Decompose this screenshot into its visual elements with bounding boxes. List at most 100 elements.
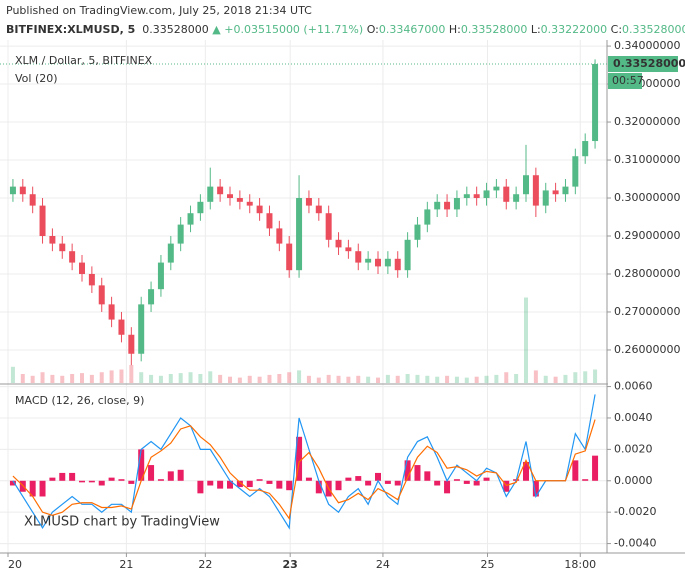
volume-bar bbox=[178, 373, 183, 383]
histogram-bar bbox=[59, 472, 66, 481]
low-label: L: bbox=[530, 23, 541, 36]
candle-body bbox=[187, 213, 194, 225]
volume-bar bbox=[257, 376, 262, 383]
volume-bar bbox=[30, 375, 35, 383]
volume-bar bbox=[326, 374, 331, 383]
candle-body bbox=[562, 186, 569, 195]
volume-bar bbox=[573, 372, 578, 383]
y-tick-label: 0.26000000 bbox=[614, 343, 680, 356]
candle-body bbox=[167, 243, 174, 263]
open-value: 0.33467000 bbox=[378, 23, 446, 36]
volume-bar bbox=[474, 376, 479, 383]
candle-body bbox=[394, 258, 401, 271]
candle-body bbox=[345, 247, 352, 252]
volume-bar bbox=[149, 374, 154, 383]
volume-bar bbox=[504, 372, 509, 383]
candle-body bbox=[513, 194, 520, 202]
volume-bar bbox=[385, 374, 390, 383]
volume-bar bbox=[10, 366, 15, 383]
volume-bar bbox=[445, 375, 450, 383]
volume-bar bbox=[129, 365, 134, 383]
candle-body bbox=[335, 239, 342, 248]
histogram-bar bbox=[335, 480, 342, 491]
volume-bar bbox=[494, 374, 499, 383]
macd-tick-label: 0.0060 bbox=[614, 380, 653, 393]
price-tag bbox=[608, 56, 678, 73]
y-tick-label: 0.28000000 bbox=[614, 267, 680, 280]
histogram-bar bbox=[365, 480, 372, 486]
candle-body bbox=[266, 213, 273, 229]
axis-bg bbox=[608, 40, 685, 552]
volume-bar bbox=[168, 374, 173, 383]
volume-bar bbox=[593, 369, 598, 383]
candle-body bbox=[148, 289, 155, 305]
histogram-bar bbox=[39, 480, 46, 497]
histogram-bar bbox=[266, 480, 273, 484]
histogram-bar bbox=[463, 480, 470, 484]
change: +0.03515000 (+11.71%) bbox=[224, 23, 364, 36]
volume-bar bbox=[484, 375, 489, 383]
volume-bar bbox=[533, 370, 538, 383]
histogram-bar bbox=[49, 477, 56, 481]
volume-bar bbox=[297, 370, 302, 383]
volume-bar bbox=[464, 377, 469, 383]
volume-bar bbox=[405, 374, 410, 383]
volume-bar bbox=[277, 374, 282, 383]
candle-body bbox=[375, 258, 381, 267]
histogram-bar bbox=[375, 472, 381, 481]
close-value: 0.33528000 bbox=[622, 23, 685, 36]
candle-body bbox=[128, 334, 135, 354]
x-tick-label: 22 bbox=[198, 558, 212, 571]
candle-body bbox=[118, 319, 125, 335]
histogram-bar bbox=[197, 480, 204, 494]
volume-bar bbox=[80, 373, 84, 383]
high-value: 0.33528000 bbox=[460, 23, 528, 36]
histogram-bar bbox=[98, 480, 105, 486]
volume-bar bbox=[237, 377, 242, 383]
histogram-bar bbox=[256, 479, 263, 481]
volume-bar bbox=[287, 372, 292, 383]
candle-body bbox=[197, 201, 204, 214]
volume-bar bbox=[188, 372, 193, 383]
volume-bar bbox=[119, 369, 124, 383]
candle-body bbox=[453, 198, 460, 210]
candle-body bbox=[532, 175, 539, 206]
volume-bar bbox=[247, 375, 252, 383]
candle-body bbox=[246, 201, 253, 206]
macd-tick-label: 0.0000 bbox=[614, 474, 653, 487]
histogram-bar bbox=[404, 460, 411, 481]
x-tick-label: 25 bbox=[481, 558, 495, 571]
volume-bar bbox=[454, 376, 459, 383]
volume-bar bbox=[208, 371, 213, 383]
histogram-bar bbox=[394, 480, 401, 486]
candle-body bbox=[355, 251, 362, 263]
y-tick-label: 0.31000000 bbox=[614, 153, 680, 166]
candle-body bbox=[434, 201, 441, 210]
histogram-bar bbox=[503, 480, 510, 492]
candle-body bbox=[138, 304, 145, 354]
histogram-bar bbox=[207, 480, 214, 486]
candle-body bbox=[98, 285, 105, 305]
candle-body bbox=[108, 304, 115, 320]
candle-body bbox=[444, 201, 451, 210]
volume-bar bbox=[346, 376, 351, 383]
candle-body bbox=[493, 186, 500, 191]
histogram-bar bbox=[79, 480, 85, 483]
volume-bar bbox=[415, 374, 420, 383]
volume-bar bbox=[316, 377, 321, 383]
histogram-bar bbox=[108, 477, 115, 481]
macd-tick-label: 0.0020 bbox=[614, 442, 653, 455]
macd-tick-label: -0.0020 bbox=[614, 505, 656, 518]
volume-bar bbox=[583, 371, 588, 383]
candle-body bbox=[414, 224, 421, 240]
volume-bar bbox=[376, 377, 380, 383]
chart-title: XLM / Dollar, 5, BITFINEX bbox=[15, 54, 153, 67]
volume-bar bbox=[89, 374, 94, 383]
countdown-label: 00:57 bbox=[612, 74, 644, 87]
candle-body bbox=[79, 262, 85, 274]
signal-line bbox=[12, 419, 596, 520]
candle-body bbox=[177, 224, 184, 244]
candle-body bbox=[365, 258, 372, 263]
candle-body bbox=[9, 186, 16, 195]
